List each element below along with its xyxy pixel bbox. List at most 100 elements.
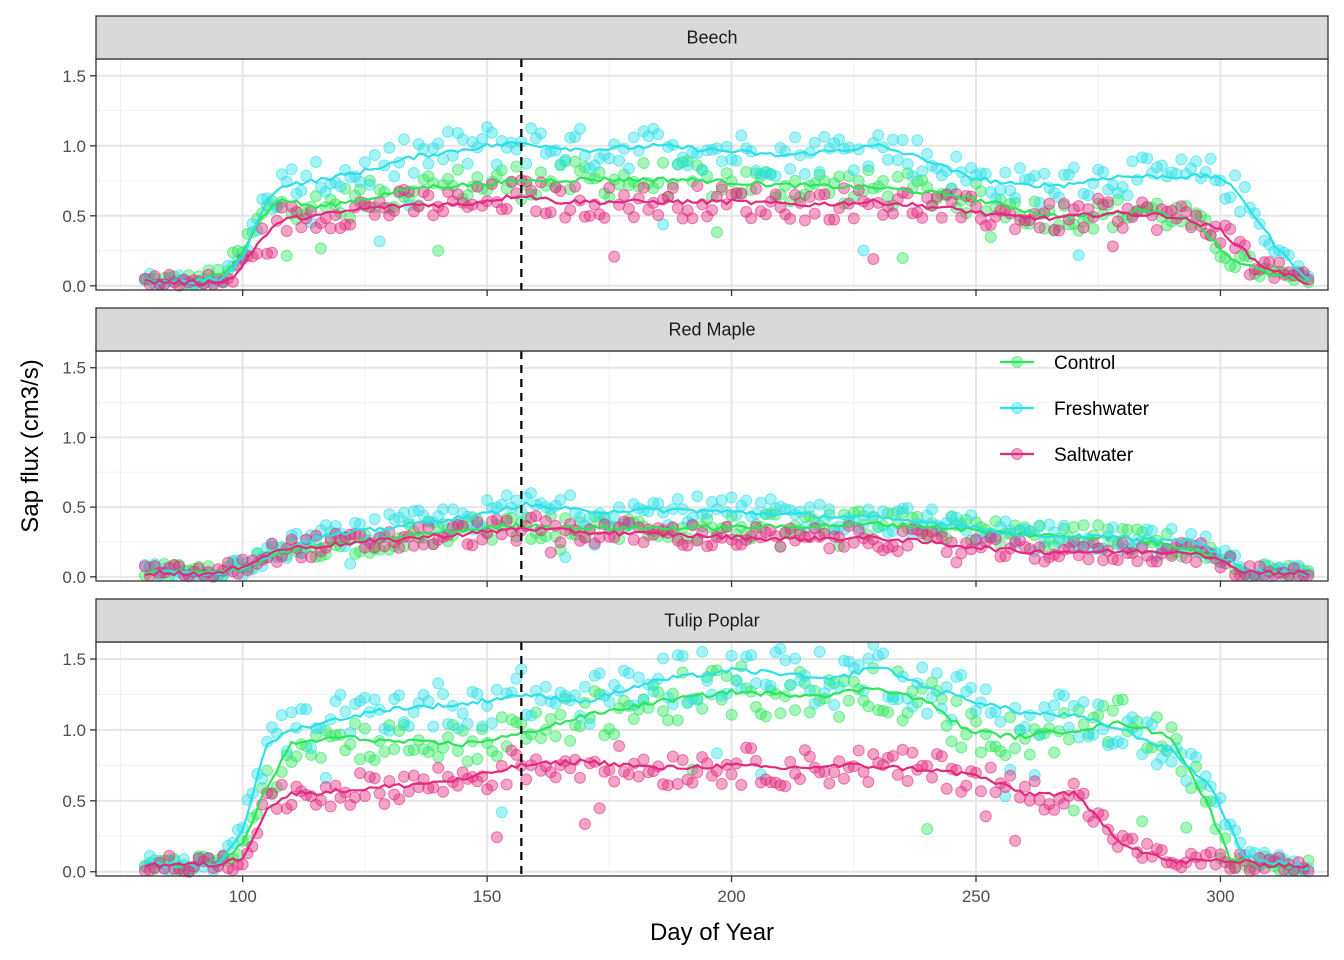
data-point — [534, 166, 547, 179]
data-point — [779, 503, 792, 516]
data-point — [1028, 775, 1041, 788]
data-point — [945, 735, 958, 748]
data-point — [603, 191, 616, 204]
data-point — [349, 189, 362, 202]
data-point — [1126, 832, 1139, 845]
data-point — [652, 686, 665, 699]
data-point — [1106, 521, 1119, 534]
data-point — [759, 710, 772, 723]
data-point — [1067, 777, 1080, 790]
data-point — [886, 750, 899, 762]
data-point — [725, 491, 738, 504]
data-point — [774, 642, 787, 655]
data-point — [530, 205, 542, 218]
data-point — [666, 181, 679, 194]
data-point — [1062, 721, 1075, 734]
data-point — [1150, 224, 1163, 236]
data-point — [368, 754, 381, 767]
data-point — [877, 647, 890, 660]
data-point — [275, 709, 288, 722]
data-point — [886, 207, 899, 220]
data-point — [432, 677, 445, 690]
data-point — [808, 697, 821, 710]
data-point — [921, 509, 934, 522]
data-point — [808, 136, 821, 149]
data-point — [1067, 161, 1080, 174]
facet-strip-label: Tulip Poplar — [664, 611, 759, 631]
data-point — [789, 652, 802, 665]
data-point — [730, 538, 743, 551]
data-point — [965, 681, 978, 694]
data-point — [1199, 166, 1212, 178]
data-point — [833, 170, 846, 183]
data-point — [432, 137, 445, 150]
data-point — [926, 771, 938, 784]
data-point — [402, 720, 415, 733]
data-point — [1141, 837, 1154, 850]
data-point — [857, 244, 870, 257]
data-point — [1097, 554, 1110, 567]
data-point — [906, 746, 919, 759]
data-point — [676, 650, 689, 662]
data-point — [442, 125, 454, 138]
data-point — [789, 704, 802, 717]
y-tick-label: 1.0 — [62, 428, 86, 447]
data-point — [495, 806, 508, 819]
data-point — [984, 761, 997, 774]
data-point — [280, 225, 293, 237]
data-point — [388, 170, 401, 183]
data-point — [407, 505, 420, 518]
data-point — [432, 761, 445, 774]
data-point — [745, 742, 758, 755]
data-point — [1077, 221, 1090, 234]
data-point — [427, 720, 440, 733]
data-point — [1190, 209, 1202, 222]
data-point — [310, 156, 322, 168]
data-point — [256, 222, 269, 235]
data-point — [1048, 699, 1061, 712]
data-point — [1038, 222, 1051, 235]
x-tick-label: 200 — [717, 887, 745, 906]
data-point — [926, 691, 938, 704]
data-point — [916, 211, 929, 224]
data-point — [745, 649, 758, 662]
data-point — [681, 539, 694, 552]
data-point — [828, 213, 841, 226]
data-point — [735, 129, 748, 142]
data-point — [1053, 191, 1066, 204]
data-point — [471, 516, 484, 528]
data-point — [862, 160, 875, 173]
data-point — [1106, 704, 1119, 717]
data-point — [1224, 191, 1237, 204]
data-point — [950, 556, 963, 569]
data-point — [1136, 815, 1149, 828]
data-point — [407, 744, 420, 756]
data-point — [715, 180, 728, 193]
data-point — [847, 760, 860, 773]
data-point — [525, 709, 538, 722]
series-line-freshwater — [144, 501, 1309, 577]
data-point — [813, 188, 826, 201]
data-point — [476, 723, 489, 736]
data-point — [324, 222, 337, 235]
data-point — [373, 787, 386, 800]
data-point — [368, 208, 381, 221]
data-point — [769, 170, 782, 183]
legend-label: Freshwater — [1054, 399, 1150, 420]
data-point — [1146, 555, 1158, 568]
data-point — [979, 810, 992, 823]
data-point — [461, 717, 474, 730]
data-point — [520, 773, 533, 786]
data-point — [921, 707, 934, 720]
series-line-saltwater — [144, 193, 1309, 287]
data-point — [886, 525, 899, 537]
data-point — [1048, 803, 1061, 816]
y-tick-label: 1.0 — [62, 137, 86, 156]
data-point — [608, 775, 621, 788]
data-point — [471, 687, 484, 700]
data-point — [368, 513, 381, 525]
panel-tulip-poplar: Tulip Poplar 0.0 0.5 1.0 1.5 — [62, 598, 1329, 882]
data-point — [862, 164, 875, 177]
data-point — [725, 768, 738, 781]
data-point — [1033, 520, 1046, 533]
